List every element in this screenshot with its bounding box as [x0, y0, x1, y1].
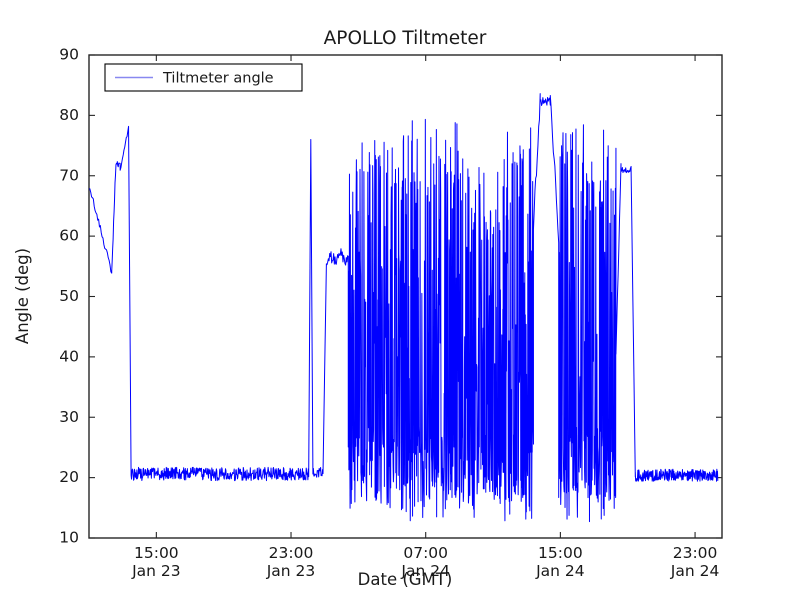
y-tick-label: 70 — [59, 166, 79, 184]
data-series-group — [89, 93, 719, 523]
x-tick-label-time: 15:00 — [134, 544, 179, 562]
y-tick-label: 90 — [59, 46, 79, 64]
series-line-tiltmeter-angle — [89, 93, 719, 523]
y-tick-label: 50 — [59, 287, 79, 305]
y-tick-label: 60 — [59, 227, 79, 245]
y-tick-label: 40 — [59, 347, 79, 365]
y-tick-label: 10 — [59, 529, 79, 547]
legend-label: Tiltmeter angle — [162, 71, 274, 87]
x-tick-label-date: Jan 23 — [131, 562, 181, 580]
y-tick-label: 20 — [59, 468, 79, 486]
chart-legend[interactable]: Tiltmeter angle — [104, 63, 303, 92]
x-tick-label-date: Jan 23 — [266, 562, 316, 580]
x-axis-label: Date (GMT) — [358, 570, 453, 589]
x-tick-label-time: 15:00 — [538, 544, 583, 562]
y-tick-label: 80 — [59, 106, 79, 124]
y-axis-ticks: 10 20 30 40 50 60 70 80 90 — [59, 46, 722, 547]
x-tick-label-date: Jan 24 — [670, 562, 720, 580]
chart-title: APOLLO Tiltmeter — [324, 28, 487, 49]
x-tick-label-time: 07:00 — [403, 544, 448, 562]
x-tick-label-date: Jan 24 — [400, 562, 450, 580]
y-axis-label: Angle (deg) — [13, 248, 32, 344]
x-tick-label-time: 23:00 — [269, 544, 314, 562]
x-tick-label-date: Jan 24 — [535, 562, 585, 580]
x-tick-label-time: 23:00 — [673, 544, 718, 562]
y-tick-label: 30 — [59, 408, 79, 426]
